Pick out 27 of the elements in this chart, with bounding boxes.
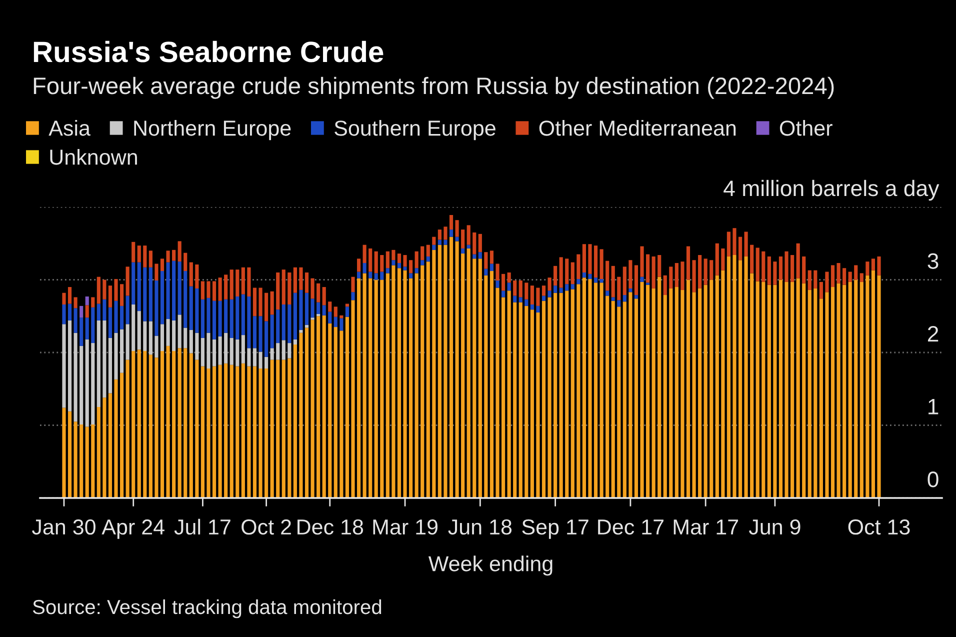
chart-title: Russia's Seaborne Crude (34, 40, 384, 62)
x-axis-title: Week ending (428, 556, 552, 576)
y-tick-label: 3 (928, 253, 938, 269)
y-tick-label: 1 (928, 398, 938, 414)
x-tick-label: Jul 17 (174, 518, 230, 535)
x-tick-label: Jun 18 (448, 519, 512, 535)
x-tick-label: Mar 17 (674, 520, 738, 535)
legend-label: Northern Europe (134, 120, 291, 140)
legend-label: Other (780, 120, 832, 136)
x-tick-label: Oct 13 (848, 519, 910, 535)
x-tick-label: Apr 24 (102, 519, 164, 539)
legend-label: Unknown (50, 149, 137, 165)
legend-label: Southern Europe (334, 120, 496, 140)
x-tick-label: Jun 9 (748, 519, 800, 535)
source-note: Source: Vessel tracking data monitored (32, 599, 382, 618)
x-tick-label: Jan 30 (32, 519, 96, 535)
x-tick-label: Oct 2 (242, 519, 291, 535)
y-tick-label: 4 million barrels a day (724, 180, 940, 201)
y-tick-label: 2 (928, 326, 938, 342)
legend-label: Other Mediterranean (539, 120, 736, 136)
x-tick-label: Dec 18 (298, 519, 364, 535)
y-tick-label: 0 (928, 471, 938, 488)
chart-subtitle: Four-week average crude shipments from Russia by destination (2022-2024) (34, 76, 834, 99)
x-tick-label: Dec 17 (598, 520, 664, 535)
legend-label: Asia (48, 120, 90, 136)
x-tick-label: Sep 17 (522, 519, 588, 539)
x-tick-label: Mar 19 (373, 519, 438, 535)
